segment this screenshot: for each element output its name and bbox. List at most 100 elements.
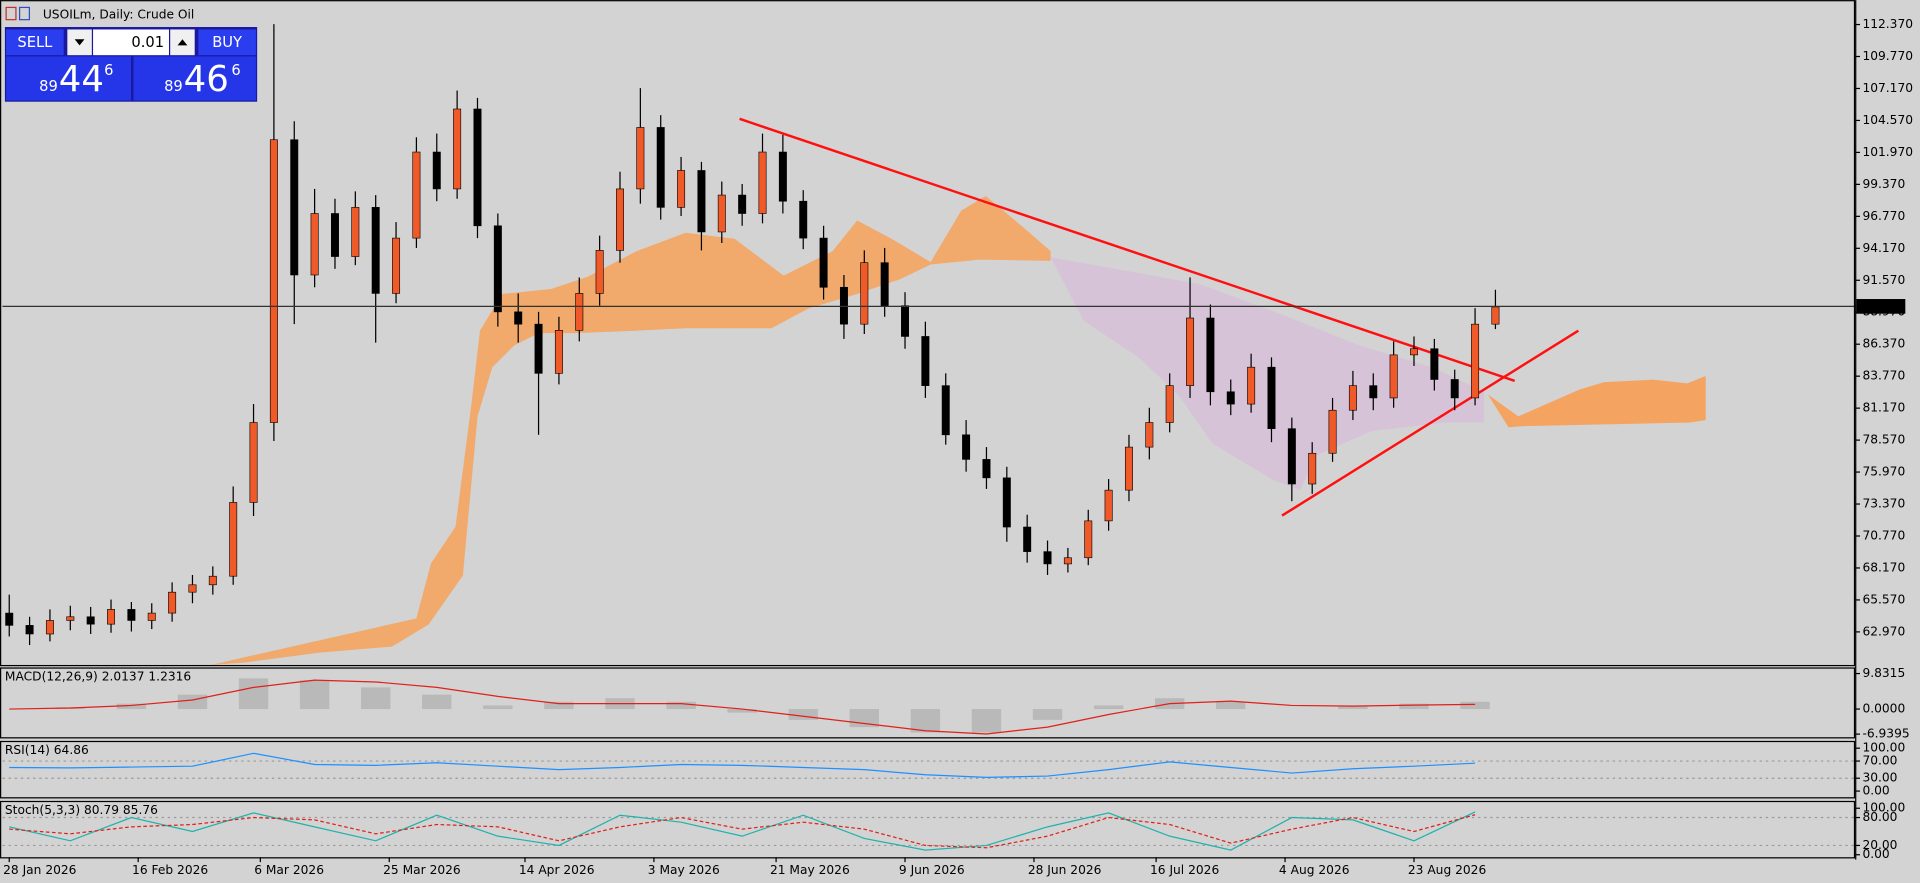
candle-body xyxy=(310,213,319,276)
ask-main[interactable]: 46 xyxy=(184,59,229,100)
candle-body xyxy=(107,609,116,625)
candle-body xyxy=(1410,348,1418,356)
x-tick-label: 16 Feb 2026 xyxy=(132,863,208,877)
y-tick-label: 91.570 xyxy=(1862,273,1905,287)
candle-body xyxy=(860,262,869,325)
last-price-label: 89.446 xyxy=(1860,299,1903,313)
indicator-line xyxy=(9,752,1476,778)
candle-body xyxy=(1002,477,1011,528)
candle-body xyxy=(1145,422,1154,448)
main-frame xyxy=(0,0,1856,667)
y-tick-label: 78.570 xyxy=(1862,433,1905,447)
candle-body xyxy=(168,591,177,614)
candle-body xyxy=(188,584,197,593)
candle-body xyxy=(290,139,299,276)
stoch-frame xyxy=(0,800,1856,859)
candle-body xyxy=(453,108,462,190)
trend-line[interactable] xyxy=(1281,329,1580,517)
y-tick-label: 20.00 xyxy=(1862,838,1897,852)
histogram-bar xyxy=(116,703,147,710)
candle-body xyxy=(595,250,604,294)
candle-body xyxy=(819,237,828,288)
candle-body xyxy=(1430,348,1439,380)
bid-big[interactable]: 89 xyxy=(39,78,58,95)
last-price-box xyxy=(1856,299,1906,314)
y-tick-label: 107.170 xyxy=(1862,81,1913,95)
symbol-title: USOILm, Daily: Crude Oil xyxy=(43,7,194,21)
indicator-line xyxy=(9,679,1476,735)
candle-body xyxy=(412,151,421,239)
indicator-label: Stoch(5,3,3) 80.79 85.76 xyxy=(5,803,158,817)
histogram-bar xyxy=(1093,705,1124,710)
candle-body xyxy=(717,194,726,233)
y-tick-label: 112.370 xyxy=(1862,17,1913,31)
y-tick-label: 73.370 xyxy=(1862,497,1905,511)
candle-body xyxy=(758,151,767,214)
candle-body xyxy=(229,502,238,577)
candle-body xyxy=(1328,409,1337,454)
candle-body xyxy=(86,616,95,625)
ask-big[interactable]: 89 xyxy=(164,78,183,95)
y-tick-label: 109.770 xyxy=(1862,49,1913,63)
indicator-label: MACD(12,26,9) 2.0137 1.2316 xyxy=(5,670,192,684)
candle-body xyxy=(66,616,75,621)
histogram-bar xyxy=(1399,703,1429,710)
candle-body xyxy=(1348,385,1357,411)
y-tick-label: 68.170 xyxy=(1862,560,1905,574)
candle-body xyxy=(371,207,380,294)
x-tick-label: 14 Apr 2026 xyxy=(519,863,595,877)
y-tick-label: -6.9395 xyxy=(1862,727,1909,741)
y-tick-label: 96.770 xyxy=(1862,209,1905,223)
candle-body xyxy=(1389,354,1398,399)
bid-small[interactable]: 6 xyxy=(104,62,113,79)
ask-small[interactable]: 6 xyxy=(231,62,240,79)
candle-body xyxy=(636,127,645,190)
candle-body xyxy=(534,323,543,374)
y-tick-label: 0.00 xyxy=(1862,847,1889,861)
trend-line[interactable] xyxy=(739,117,1516,383)
candle-body xyxy=(1063,557,1072,565)
candle-body xyxy=(962,434,971,460)
bid-main[interactable]: 44 xyxy=(59,59,104,100)
y-tick-label: 0.00 xyxy=(1862,784,1889,798)
volume-input[interactable] xyxy=(93,29,169,56)
histogram-bar xyxy=(483,705,513,710)
candle-body xyxy=(1226,391,1235,405)
candle-body xyxy=(5,612,14,626)
cloud xyxy=(1050,257,1485,490)
volume[interactable]: 0.01 xyxy=(131,34,164,51)
candle-body xyxy=(208,575,217,586)
candle-body xyxy=(799,200,808,239)
candle-body xyxy=(738,194,747,214)
candle-body xyxy=(351,207,360,257)
candle-body xyxy=(473,108,482,227)
candle-body xyxy=(1186,317,1195,386)
bid-box[interactable] xyxy=(6,56,132,101)
y-tick-label: 75.970 xyxy=(1862,465,1905,479)
macd-frame xyxy=(0,667,1856,739)
y-tick-label: 81.170 xyxy=(1862,401,1905,415)
y-tick-label: 80.00 xyxy=(1862,810,1897,824)
buy-button[interactable] xyxy=(198,29,256,56)
x-tick-label: 28 Jun 2026 xyxy=(1028,863,1102,877)
candle-body xyxy=(1165,385,1174,423)
y-tick-label: 100.00 xyxy=(1862,801,1905,815)
candle-body xyxy=(1287,428,1296,485)
cloud xyxy=(1487,375,1706,428)
candle-body xyxy=(1043,551,1052,565)
arrow-down[interactable] xyxy=(74,39,85,46)
arrow-up[interactable] xyxy=(177,39,188,46)
y-tick-label: 83.770 xyxy=(1862,369,1905,383)
sell-label[interactable]: SELL xyxy=(17,34,53,51)
ask-box[interactable] xyxy=(133,56,256,101)
histogram-bar xyxy=(788,709,818,720)
buy-label[interactable]: BUY xyxy=(212,34,242,51)
sell-button[interactable] xyxy=(6,29,64,56)
candle-body xyxy=(778,151,787,202)
candle-body xyxy=(1247,366,1256,405)
candle-body xyxy=(1206,317,1215,393)
y-tick-label: 99.370 xyxy=(1862,177,1905,191)
candle-body xyxy=(677,170,686,208)
candle-body xyxy=(1267,366,1276,429)
